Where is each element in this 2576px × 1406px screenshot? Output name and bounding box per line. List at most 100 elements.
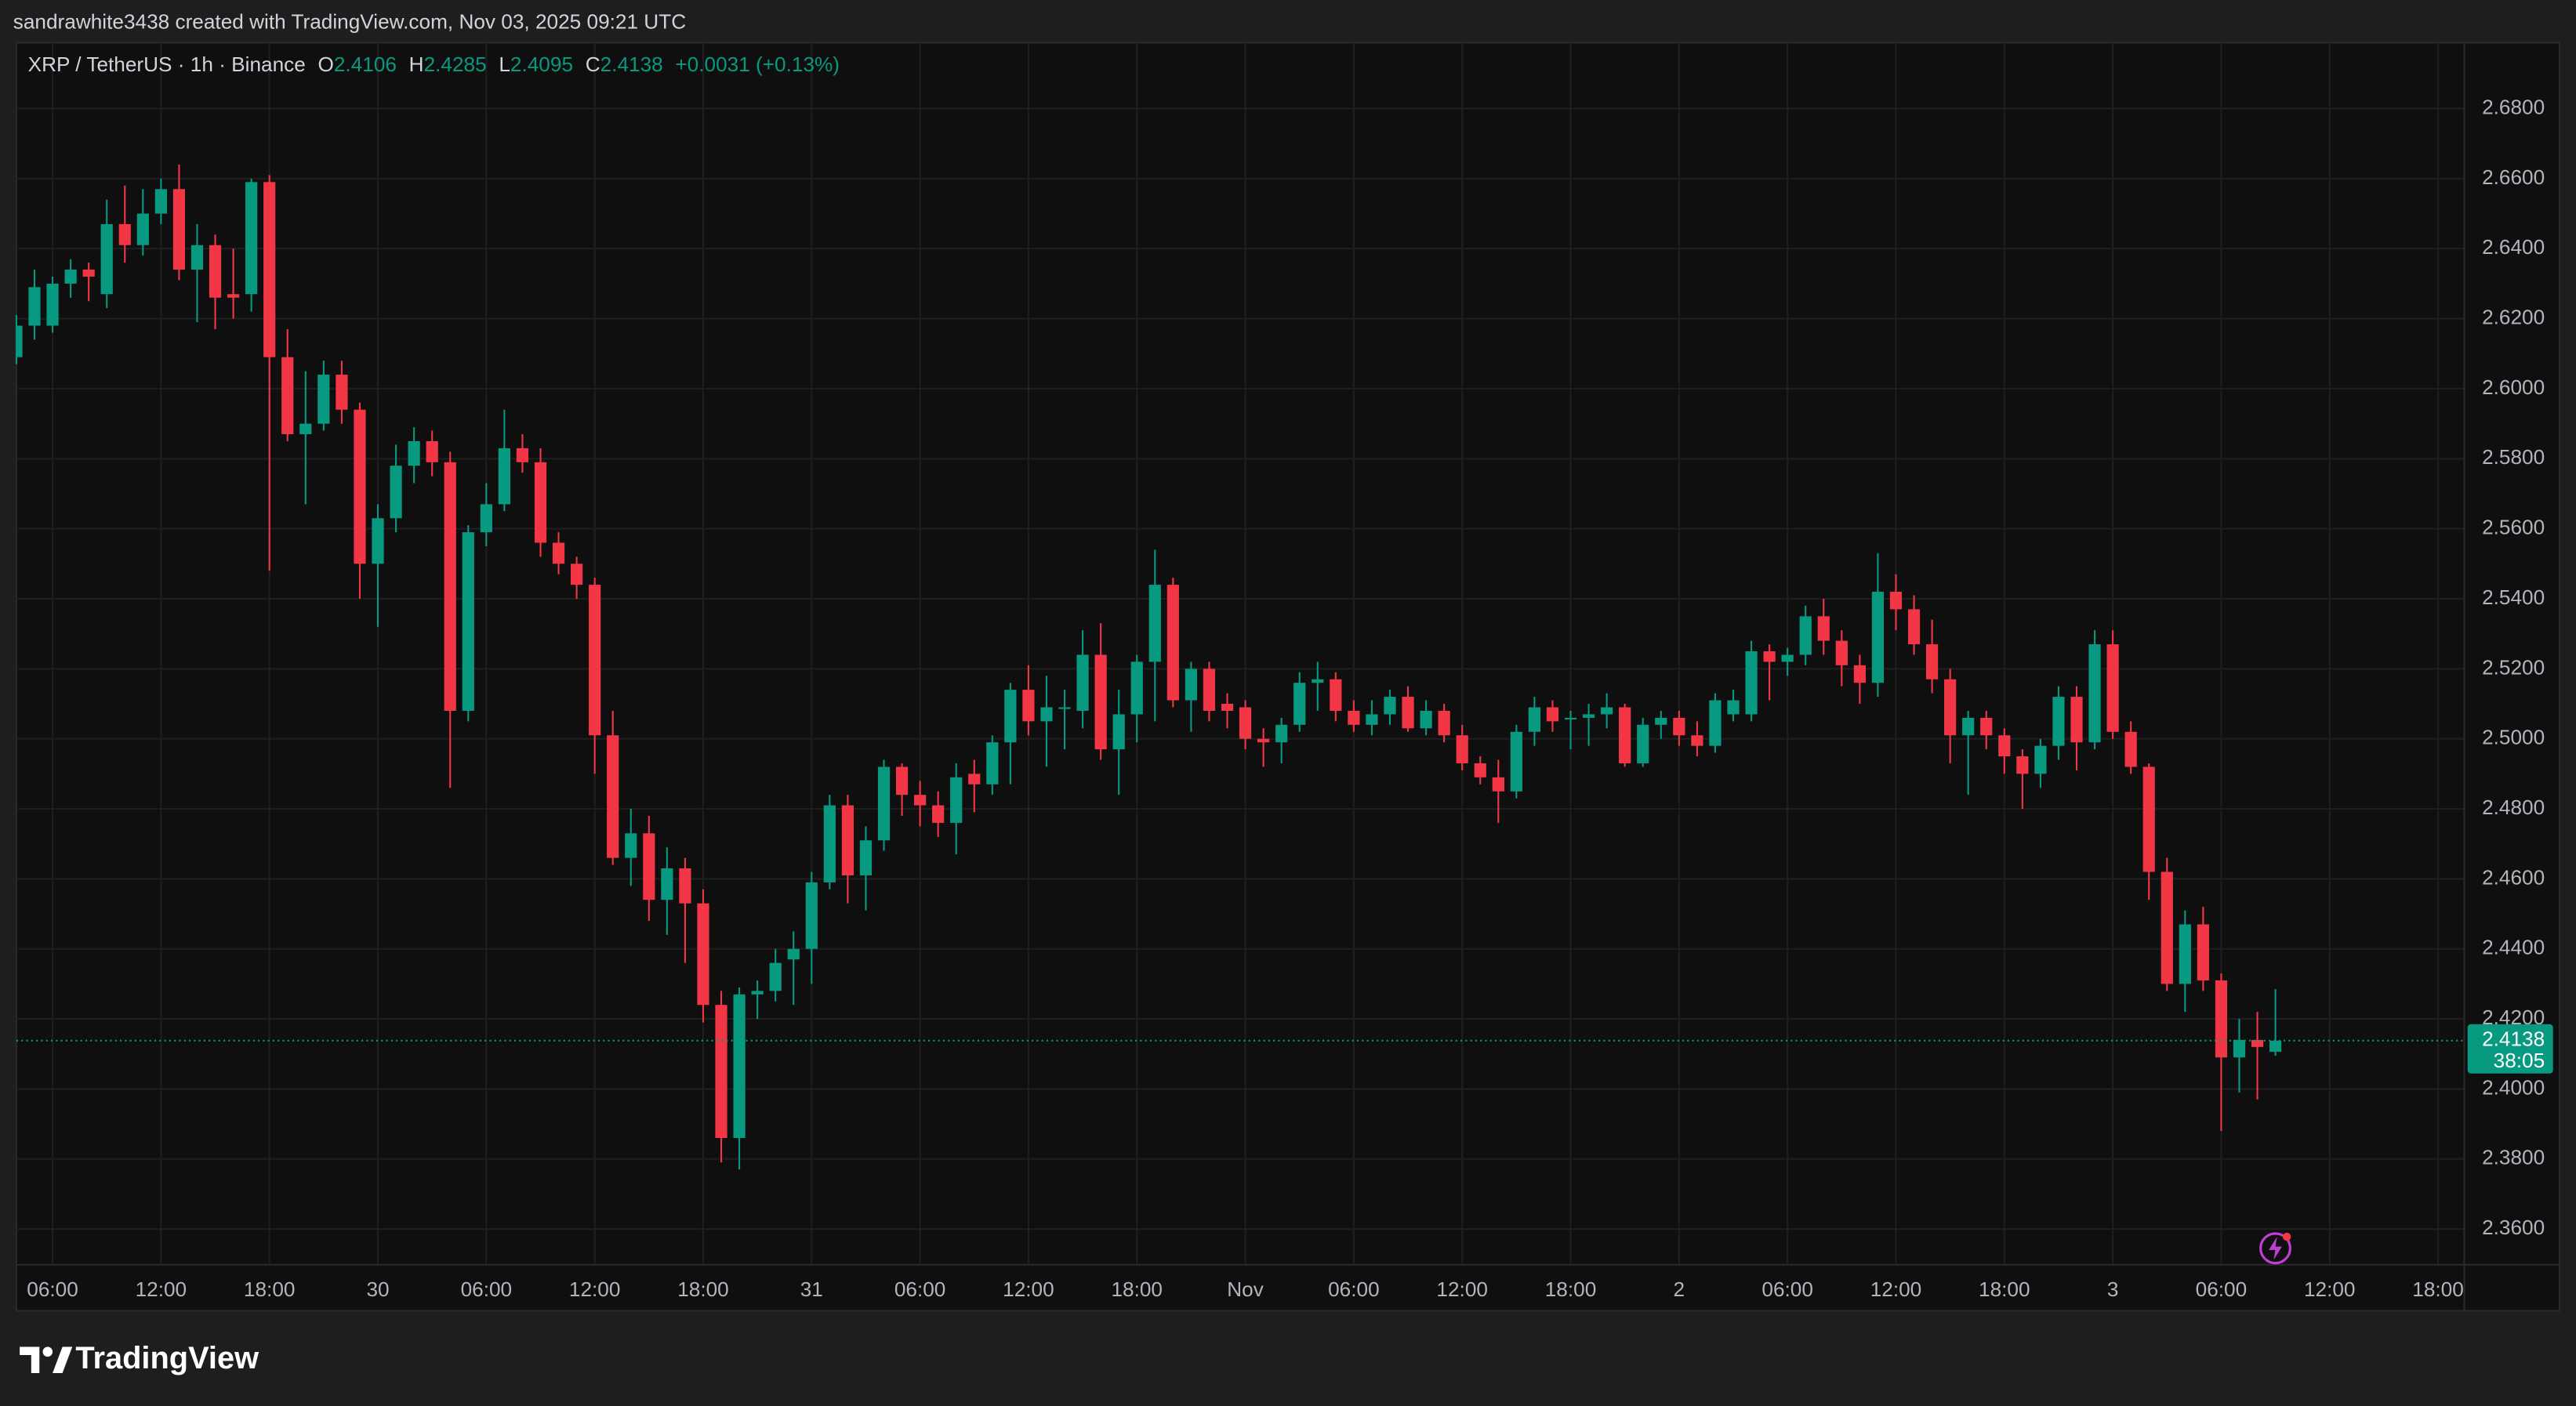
candle-body (1962, 717, 1975, 736)
candle (1889, 574, 1903, 631)
candle-body (1925, 644, 1939, 679)
ohlc-value: 2.4095 (510, 53, 573, 76)
candle-body (769, 962, 782, 991)
x-tick-label: 3 (2107, 1277, 2119, 1301)
candle-body (1402, 697, 1414, 729)
candle (914, 781, 927, 827)
candle-body (1456, 735, 1468, 763)
candle-body (1564, 717, 1577, 719)
candle-body (1275, 724, 1288, 743)
candle (28, 270, 41, 340)
candle-body (245, 182, 258, 295)
candle-body (1781, 654, 1794, 662)
candle (1420, 700, 1432, 736)
candle-body (2233, 1039, 2246, 1058)
candle-body (1312, 679, 1324, 683)
candle (1727, 690, 1740, 722)
candle-body (1239, 707, 1252, 739)
candle-body (1112, 714, 1125, 750)
candle-body (516, 448, 529, 462)
candle (2251, 1012, 2264, 1100)
candle (2124, 721, 2137, 774)
candle-body (1582, 714, 1595, 718)
candle (444, 451, 456, 788)
candle-body (1348, 710, 1360, 725)
candle (245, 178, 258, 312)
x-tick-label: 06:00 (1761, 1277, 1813, 1301)
candle-body (1492, 777, 1504, 792)
candle-body (2197, 924, 2209, 980)
candle-body (1510, 731, 1522, 792)
candle (1637, 717, 1649, 767)
x-tick-label: 12:00 (2304, 1277, 2356, 1301)
candle-body (1076, 654, 1089, 711)
y-tick-label: 2.5800 (2482, 445, 2545, 469)
candle-body (118, 223, 131, 245)
x-tick-label: 2 (1674, 1277, 1685, 1301)
candles (15, 165, 2282, 1170)
candle-body (317, 375, 330, 424)
candle-body (1257, 738, 1270, 743)
candle (154, 178, 167, 224)
candle-body (372, 518, 384, 564)
candle (15, 315, 23, 364)
candle-body (2124, 731, 2137, 767)
candle (895, 763, 909, 816)
candle-body (643, 833, 655, 900)
candle (1835, 630, 1848, 687)
candle (1853, 654, 1866, 705)
x-tick-label: 31 (800, 1277, 823, 1301)
candle-body (877, 766, 891, 841)
candle-body (154, 189, 167, 214)
candle-body (2070, 697, 2083, 743)
candle-body (679, 868, 691, 904)
candle-body (1619, 707, 1631, 763)
candle (1130, 654, 1143, 743)
candle (1348, 700, 1360, 732)
candle-body (28, 287, 41, 326)
candle (2088, 630, 2101, 750)
candle-body (64, 270, 77, 284)
candle (46, 276, 59, 333)
candle-body (462, 532, 474, 711)
candle (1438, 704, 1450, 743)
candle (1022, 665, 1035, 736)
x-tick-label: 12:00 (1003, 1277, 1054, 1301)
candle-body (100, 223, 113, 295)
candle (100, 199, 113, 309)
candle-body (1293, 683, 1306, 725)
candle (1601, 693, 1613, 729)
candle-body (1907, 609, 1921, 645)
candle (534, 448, 547, 557)
change: +0.0031 (+0.13%) (675, 53, 840, 76)
x-tick-label: 06:00 (2196, 1277, 2248, 1301)
candle-body (1745, 651, 1758, 715)
candle-body (1330, 679, 1342, 711)
x-tick-label: 12:00 (569, 1277, 621, 1301)
candle-body (1546, 707, 1559, 722)
candle-body (1980, 717, 1993, 736)
candle-body (2215, 980, 2228, 1058)
ohlc-key: O (317, 53, 333, 76)
candle (1691, 721, 1703, 757)
candle-body (1185, 669, 1198, 701)
candle (1221, 693, 1234, 729)
x-tick-label: 18:00 (244, 1277, 296, 1301)
candle-body (390, 466, 402, 519)
candle-body (570, 563, 583, 585)
candle (372, 504, 384, 627)
candle (1366, 700, 1378, 736)
candle-body (2016, 756, 2029, 774)
candle (751, 980, 764, 1020)
candle (1925, 619, 1939, 694)
x-tick-label: 18:00 (2412, 1277, 2464, 1301)
candle (661, 847, 673, 935)
candle (1673, 710, 1685, 746)
candle-body (1763, 651, 1776, 662)
candle (787, 931, 800, 1006)
candle (317, 361, 330, 431)
logo: TradingView (20, 1341, 259, 1375)
candle-body (589, 585, 601, 736)
candle (2197, 907, 2209, 991)
